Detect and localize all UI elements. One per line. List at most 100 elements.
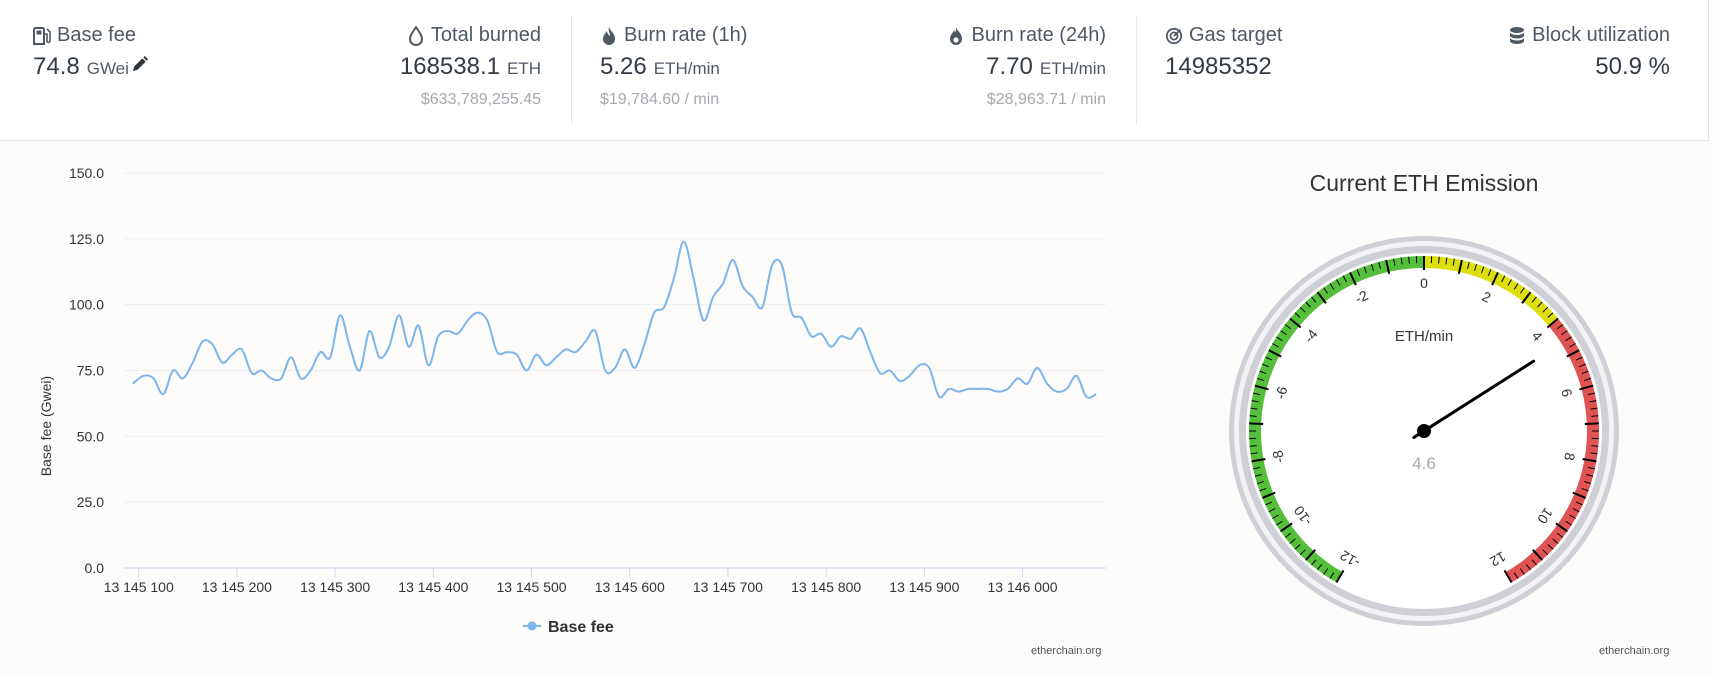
y-tick-label: 50.0 <box>77 428 104 444</box>
gauge-major-tick <box>1251 457 1266 463</box>
x-tick-label: 13 145 400 <box>398 579 468 595</box>
legend-label-base-fee[interactable]: Base fee <box>548 619 614 636</box>
legend[interactable]: Base fee <box>523 619 614 636</box>
gauge-minor-tick <box>1299 549 1306 556</box>
gauge-minor-tick <box>1249 445 1257 447</box>
gauge-minor-tick <box>1356 269 1361 276</box>
gauge-major-tick <box>1566 349 1580 358</box>
gauge-major-tick <box>1289 317 1302 329</box>
block-utilization-stat: Block utilization 50.9 % <box>1508 24 1670 81</box>
gauge-pivot <box>1417 424 1431 438</box>
gauge-minor-tick <box>1250 452 1258 455</box>
gauge-minor-tick <box>1507 279 1512 286</box>
gauge-major-tick <box>1555 522 1568 533</box>
chart-credit[interactable]: etherchain.org <box>1031 645 1102 657</box>
gauge-minor-tick <box>1487 269 1492 276</box>
gauge-minor-tick <box>1542 549 1549 556</box>
base-fee-unit: GWei <box>86 59 129 78</box>
x-tick-label: 13 146 000 <box>987 579 1057 595</box>
gauge-minor-tick <box>1276 520 1283 526</box>
gauge-minor-tick <box>1513 283 1519 290</box>
gauge-credit[interactable]: etherchain.org <box>1599 645 1670 657</box>
burn-rate-1h-unit: ETH/min <box>653 59 720 78</box>
gauge-minor-tick <box>1400 257 1403 265</box>
gauge-band <box>1505 318 1599 583</box>
x-tick-label: 13 145 800 <box>791 579 861 595</box>
y-tick-label: 75.0 <box>77 363 104 379</box>
gas-pump-icon <box>33 26 51 45</box>
gauge-major-tick <box>1582 457 1597 463</box>
gauge-minor-tick <box>1589 400 1597 403</box>
gauge-minor-tick <box>1342 275 1347 283</box>
gauge-minor-tick <box>1556 532 1564 538</box>
gauge-minor-tick <box>1591 415 1599 417</box>
gauge-minor-tick <box>1525 563 1531 571</box>
gas-target-value: 14985352 <box>1165 53 1272 80</box>
x-tick-label: 13 145 200 <box>202 579 272 595</box>
gauge-minor-tick <box>1265 501 1272 506</box>
stats-bar: Base fee 74.8 GWei Total burned 168538.1… <box>0 0 1709 141</box>
burn-rate-1h-value: 5.26 <box>600 53 647 80</box>
y-tick-label: 25.0 <box>77 494 104 510</box>
gauge-major-tick <box>1349 271 1357 286</box>
edit-pencil-icon[interactable] <box>130 55 149 74</box>
gauge-minor-tick <box>1513 572 1519 579</box>
gauge-label: 0 <box>1420 275 1428 291</box>
gauge-minor-tick <box>1408 256 1410 264</box>
gauge-minor-tick <box>1569 514 1576 519</box>
gauge-minor-tick <box>1542 306 1549 313</box>
gauge-minor-tick <box>1323 287 1329 294</box>
gauge-minor-tick <box>1256 377 1264 381</box>
gauge-major-tick <box>1316 291 1327 304</box>
gauge-minor-tick <box>1552 538 1559 544</box>
gauge-minor-tick <box>1569 343 1576 348</box>
gauge-minor-tick <box>1531 559 1537 566</box>
x-tick-label: 13 145 300 <box>300 579 370 595</box>
gauge-minor-tick <box>1547 544 1554 550</box>
gauge-major-tick <box>1546 317 1559 329</box>
gauge-minor-tick <box>1311 559 1317 566</box>
gauge-minor-tick <box>1284 324 1292 330</box>
total-burned-unit: ETH <box>507 59 541 78</box>
x-tick-label: 13 145 900 <box>889 579 959 595</box>
gauge-minor-tick <box>1438 256 1440 264</box>
x-tick-label: 13 145 500 <box>496 579 566 595</box>
gauge-major-tick <box>1503 569 1513 584</box>
gauge-minor-tick <box>1519 568 1525 575</box>
target-icon <box>1165 27 1183 44</box>
gauge-minor-tick <box>1305 301 1311 308</box>
gauge-minor-tick <box>1265 356 1272 361</box>
gauge-minor-tick <box>1262 363 1269 368</box>
gauge-minor-tick <box>1581 370 1589 375</box>
y-tick-label: 0.0 <box>85 560 105 576</box>
y-tick-label: 100.0 <box>69 297 104 313</box>
base-fee-value: 74.8 <box>33 53 80 80</box>
gauge-minor-tick <box>1519 287 1525 294</box>
gauge-minor-tick <box>1329 283 1335 290</box>
gauge-major-tick <box>1572 491 1587 499</box>
gauge-minor-tick <box>1452 258 1455 266</box>
gauge-major-tick <box>1491 271 1499 286</box>
gauge-major-tick <box>1261 491 1276 499</box>
gauge-minor-tick <box>1256 481 1264 485</box>
gauge-title: Current ETH Emission <box>1310 170 1539 196</box>
gauge-minor-tick <box>1251 400 1259 403</box>
x-tick-label: 13 145 600 <box>595 579 665 595</box>
emission-gauge: Current ETH Emission -12-10-8-6-4-202468… <box>1229 170 1619 626</box>
chart-grid <box>124 172 1106 569</box>
gauge-minor-tick <box>1584 377 1592 381</box>
burn-rate-24h-usd: $28,963.71 / min <box>986 91 1106 108</box>
gauge-minor-tick <box>1590 452 1598 455</box>
gauge-minor-tick <box>1294 312 1301 318</box>
gauge-minor-tick <box>1289 538 1296 544</box>
fire-alt-icon <box>950 26 963 45</box>
gauge-minor-tick <box>1336 279 1341 286</box>
block-utilization-value: 50.9 % <box>1595 53 1670 80</box>
gauge-minor-tick <box>1590 407 1598 410</box>
series-line-base-fee[interactable] <box>132 240 1097 399</box>
gauge-minor-tick <box>1272 343 1279 348</box>
gauge-major-tick <box>1532 549 1543 561</box>
gauge-major-tick <box>1385 259 1391 275</box>
database-icon <box>1510 26 1525 44</box>
gauge-minor-tick <box>1480 266 1485 274</box>
